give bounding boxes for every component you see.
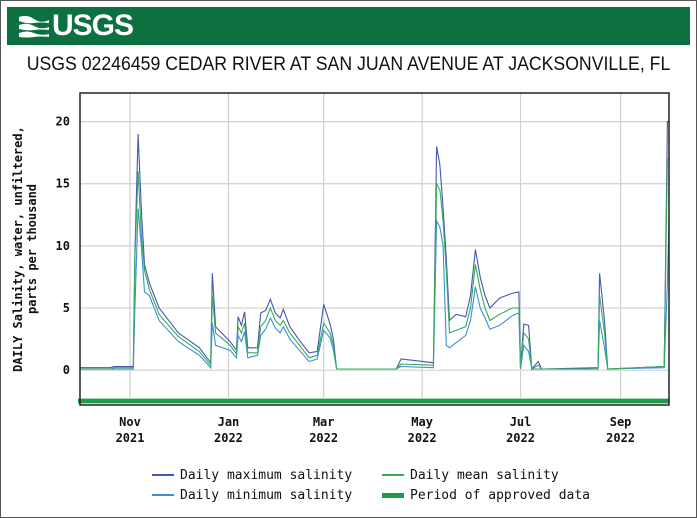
x-tick-label: 2022 [408, 431, 437, 445]
legend-label: Daily minimum salinity [180, 487, 353, 503]
legend-item-mean: Daily mean salinity [382, 468, 612, 483]
x-tick-label: 2022 [606, 431, 635, 445]
approved-period-bar [78, 399, 669, 403]
mean-salinity-line [80, 158, 669, 370]
legend-item-min: Daily minimum salinity [152, 488, 382, 503]
usgs-logo-text: USGS [52, 9, 134, 42]
legend-swatch [152, 474, 174, 476]
chart-title: USGS 02246459 CEDAR RIVER AT SAN JUAN AV… [26, 54, 671, 75]
legend-label: Period of approved data [410, 487, 591, 503]
legend: Daily maximum salinity Daily mean salini… [152, 465, 612, 505]
y-tick-labels: 0 5 10 15 20 [56, 115, 70, 378]
x-tick-labels: Nov 2021 Jan 2022 Mar 2022 May 2022 Jul 2022 Sep 20… [116, 415, 635, 445]
approved-period-bar-group [78, 398, 669, 404]
legend-label: Daily mean salinity [410, 467, 559, 483]
series-lines [80, 121, 670, 371]
x-tick-label: 2022 [214, 431, 243, 445]
y-axis-label-line2: parts per thousand [25, 184, 39, 314]
x-tick-label: May [411, 415, 433, 429]
y-tick-label: 15 [56, 177, 70, 191]
usgs-wave-icon [19, 15, 49, 38]
min-salinity-line [80, 208, 670, 370]
legend-item-approved: Period of approved data [382, 488, 612, 503]
x-tick-label: 2021 [116, 431, 145, 445]
x-tick-label: Mar [313, 415, 335, 429]
legend-item-max: Daily maximum salinity [152, 468, 382, 483]
x-tick-label: 2022 [506, 431, 535, 445]
y-axis-label-line1: DAILY Salinity, water, unfiltered, [11, 126, 25, 372]
x-tick-label: Jul [510, 415, 532, 429]
legend-swatch [382, 492, 404, 498]
y-tick-label: 10 [56, 239, 70, 253]
grid [80, 93, 669, 405]
x-tick-label: Sep [610, 415, 632, 429]
y-tick-label: 5 [63, 301, 70, 315]
x-tick-label: Jan [218, 415, 240, 429]
y-axis-label: DAILY Salinity, water, unfiltered, parts… [11, 126, 39, 372]
x-tick-label: Nov [119, 415, 141, 429]
usgs-banner: USGS [7, 7, 690, 45]
y-tick-label: 0 [63, 363, 70, 377]
legend-swatch [382, 474, 404, 476]
legend-label: Daily maximum salinity [180, 467, 353, 483]
y-tick-label: 20 [56, 115, 70, 129]
usgs-logo: USGS [19, 9, 134, 42]
plot-border [79, 92, 670, 406]
x-tick-label: 2022 [309, 431, 338, 445]
legend-swatch [152, 494, 174, 496]
max-salinity-line [80, 121, 669, 371]
